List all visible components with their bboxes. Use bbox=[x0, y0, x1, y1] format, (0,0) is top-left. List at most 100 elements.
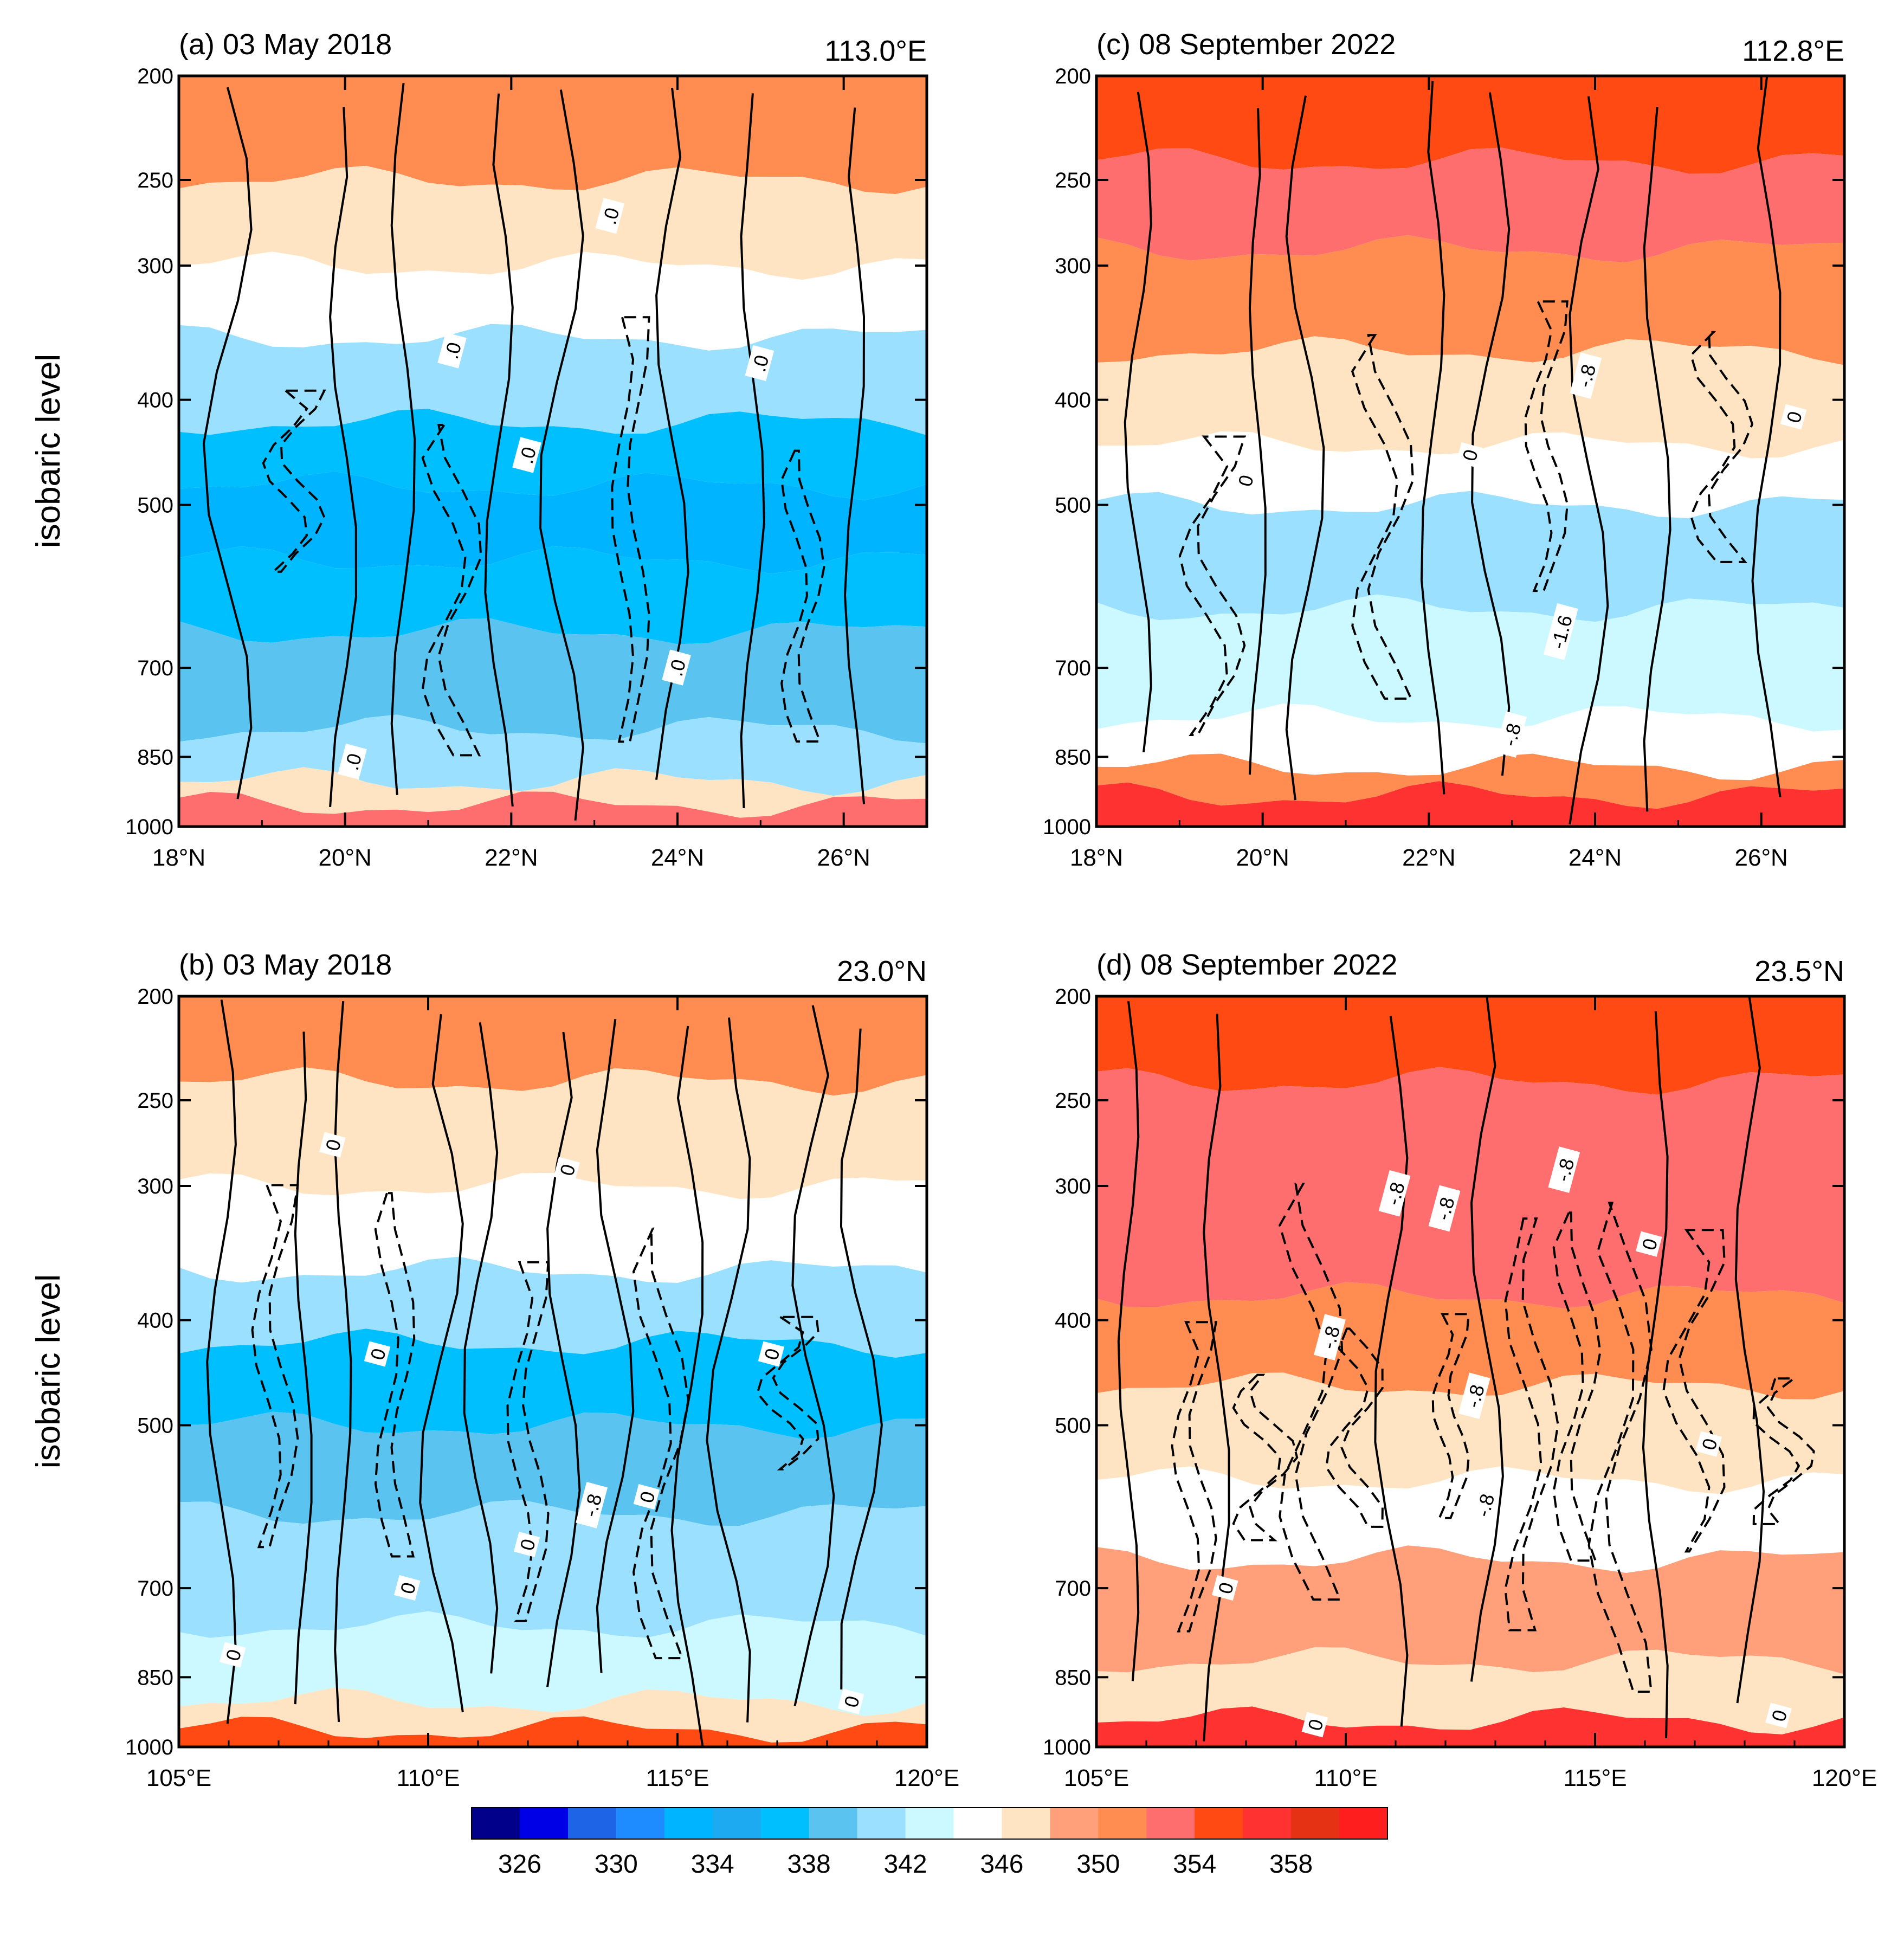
y-tick-label: 1000 bbox=[1043, 815, 1091, 839]
contour-negative bbox=[1232, 1373, 1299, 1541]
contour-label-bg bbox=[1548, 1146, 1580, 1193]
panel-c-title: (c) 08 September 2022 bbox=[1096, 28, 1396, 61]
y-tick-label: 500 bbox=[137, 494, 173, 518]
contour-zero bbox=[1751, 76, 1782, 798]
panel-d-contours bbox=[1117, 997, 1815, 1741]
y-tick-label: 250 bbox=[137, 169, 173, 192]
contour-negative bbox=[780, 449, 825, 743]
panel-a-contour-labels: .0 .0 .0 .0 .0 .0 bbox=[338, 197, 774, 780]
contour-zero bbox=[1569, 96, 1609, 825]
colorbar-swatch bbox=[712, 1808, 761, 1839]
contour-zero bbox=[206, 999, 237, 1724]
contour-label: .0 bbox=[745, 345, 774, 382]
contour-negative bbox=[756, 1315, 819, 1470]
panel-b-shading bbox=[179, 996, 927, 1747]
colorbar-swatch bbox=[760, 1808, 810, 1839]
x-tick-label: 22°N bbox=[485, 844, 538, 871]
contour-zero bbox=[596, 1018, 635, 1673]
y-tick-label: 850 bbox=[1055, 1666, 1091, 1689]
panel-b-frame bbox=[177, 995, 928, 1749]
theta-band-344 bbox=[1096, 431, 1844, 518]
theta-band-336 bbox=[179, 409, 927, 500]
contour-negative bbox=[1178, 435, 1247, 736]
contour-label: 0 bbox=[319, 1132, 346, 1158]
x-tick-label: 115°E bbox=[646, 1765, 709, 1791]
colorbar-label: 346 bbox=[980, 1850, 1023, 1879]
contour-zero bbox=[1248, 108, 1267, 775]
x-tick-label: 120°E bbox=[894, 1765, 959, 1791]
x-tick-label: 22°N bbox=[1402, 844, 1455, 871]
theta-band-354 bbox=[179, 1716, 927, 1747]
contour-label: 0 bbox=[1212, 1575, 1238, 1601]
contour-zero bbox=[419, 1014, 464, 1713]
y-tick-label: 400 bbox=[1055, 1309, 1091, 1333]
theta-band-350 bbox=[179, 76, 927, 195]
contour-label-bg bbox=[1636, 1231, 1662, 1257]
theta-band-346 bbox=[1096, 336, 1844, 459]
panel-d-y-ticks: 200 250 300 400 500 700 850 1000 bbox=[1043, 985, 1844, 1759]
contour-label-bg bbox=[1314, 1314, 1346, 1360]
y-tick-label: 1000 bbox=[1043, 1736, 1091, 1759]
contour-zero bbox=[539, 89, 584, 821]
y-tick-label: 200 bbox=[137, 985, 173, 1009]
contour-label-bg bbox=[394, 1575, 421, 1601]
panel-b-y-ticks: 200 250 300 400 500 700 850 1000 bbox=[125, 985, 927, 1759]
contour-negative bbox=[1351, 334, 1415, 700]
theta-band-338 bbox=[179, 1411, 927, 1526]
contour-negative bbox=[632, 1227, 689, 1660]
x-tick-label: 18°N bbox=[152, 844, 205, 871]
colorbar-swatch bbox=[857, 1808, 906, 1839]
colorbar-label: 330 bbox=[595, 1850, 638, 1879]
colorbar-swatch bbox=[1050, 1808, 1099, 1839]
contour-label: 0 bbox=[513, 1531, 540, 1558]
y-tick-label: 300 bbox=[137, 254, 173, 278]
colorbar: 326 330 334 338 342 346 350 354 358 bbox=[471, 1807, 1388, 1879]
contour-negative bbox=[1171, 1321, 1218, 1633]
contour-label-bg bbox=[553, 1157, 580, 1183]
y-tick-label: 300 bbox=[1055, 254, 1091, 278]
contour-zero bbox=[390, 83, 416, 795]
contour-label-bg bbox=[1212, 1575, 1238, 1601]
contour-zero bbox=[840, 1028, 883, 1690]
contour-label: 0 bbox=[837, 1688, 864, 1714]
y-tick-label: 700 bbox=[1055, 1577, 1091, 1601]
x-tick-label: 26°N bbox=[817, 844, 870, 871]
panel-a-x-ticks: 18°N 20°N 22°N 24°N 26°N bbox=[152, 76, 928, 871]
y-tick-label: 850 bbox=[1055, 745, 1091, 769]
contour-label-bg bbox=[1543, 603, 1578, 660]
contour-negative bbox=[1662, 1229, 1726, 1553]
theta-band-350 bbox=[1096, 1282, 1844, 1399]
y-tick-label: 250 bbox=[1055, 1089, 1091, 1113]
theta-band-332 bbox=[179, 471, 927, 574]
colorbar-swatch bbox=[1146, 1808, 1195, 1839]
theta-band-350 bbox=[1096, 753, 1844, 809]
x-tick-label: 105°E bbox=[146, 1765, 211, 1791]
contour-label: 0 bbox=[633, 1484, 660, 1510]
y-axis-label-bottom: isobaric level bbox=[30, 1274, 67, 1468]
panel-d-frame bbox=[1095, 995, 1846, 1749]
theta-band-346 bbox=[179, 165, 927, 280]
contour-zero bbox=[1117, 1001, 1140, 1681]
contour-negative bbox=[1524, 300, 1569, 592]
colorbar-label: 354 bbox=[1173, 1850, 1216, 1879]
contour-label-bg bbox=[1765, 1702, 1792, 1728]
contour-label: 0 bbox=[553, 1157, 580, 1183]
colorbar-swatch bbox=[519, 1808, 569, 1839]
y-tick-label: 1000 bbox=[125, 1736, 173, 1759]
y-tick-label: 850 bbox=[137, 1666, 173, 1689]
y-tick-label: 300 bbox=[137, 1175, 173, 1198]
contour-label-bg bbox=[1780, 404, 1807, 430]
theta-band-340 bbox=[1096, 491, 1844, 622]
contour-label-bg bbox=[319, 1132, 346, 1158]
contour-label: .0 bbox=[595, 197, 625, 234]
contour-label-bg bbox=[513, 1531, 540, 1558]
contour-zero bbox=[1420, 80, 1445, 795]
contour-negative bbox=[1752, 1377, 1815, 1525]
panel-d-x-ticks: 105°E 110°E 115°E 120°E bbox=[1064, 996, 1877, 1791]
contour-label-bg bbox=[576, 1482, 608, 1528]
contour-label: 0 bbox=[1231, 467, 1258, 494]
theta-band-340 bbox=[179, 714, 927, 796]
colorbar-swatch bbox=[1098, 1808, 1147, 1839]
panel-d-cross-section: 23.5°N bbox=[1754, 955, 1844, 988]
colorbar-swatch bbox=[616, 1808, 665, 1839]
